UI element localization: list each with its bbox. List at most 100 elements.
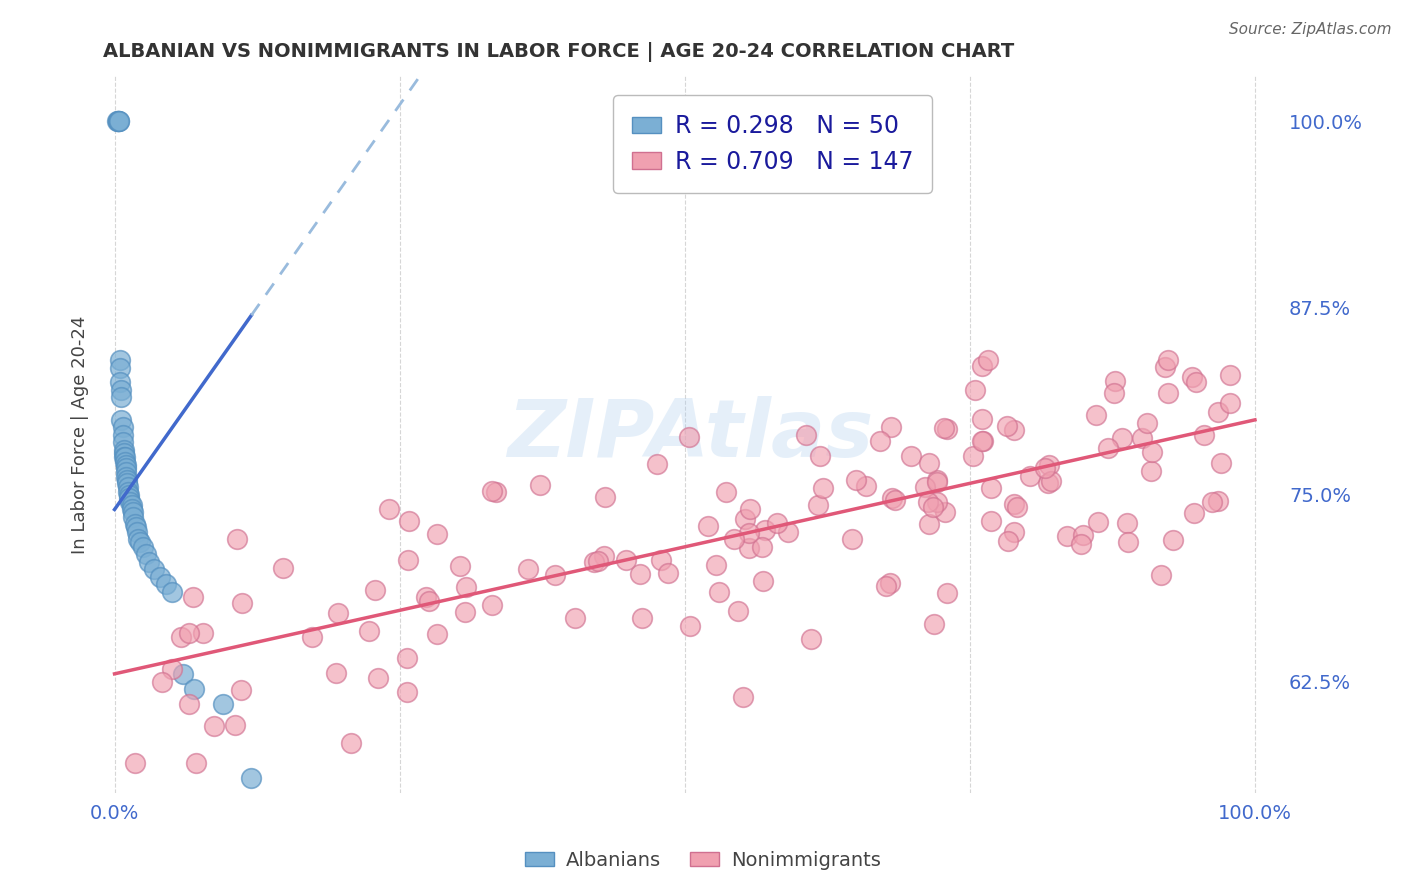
Point <box>396 553 419 567</box>
Point <box>922 500 945 514</box>
Point <box>811 481 834 495</box>
Point <box>121 510 143 524</box>
Point <box>900 450 922 464</box>
Point <box>112 446 135 460</box>
Point <box>105 114 128 128</box>
Point <box>800 632 823 646</box>
Point <box>202 719 225 733</box>
Point <box>1154 360 1177 375</box>
Point <box>115 473 138 487</box>
Point <box>697 518 720 533</box>
Point <box>426 527 449 541</box>
Point <box>751 540 773 554</box>
Point <box>1116 516 1139 530</box>
Point <box>124 756 146 771</box>
Point <box>1219 368 1241 382</box>
Text: ZIPAtlas: ZIPAtlas <box>508 396 873 474</box>
Point <box>426 626 449 640</box>
Point <box>704 558 727 572</box>
Point <box>415 590 437 604</box>
Point <box>224 717 246 731</box>
Point <box>183 681 205 696</box>
Point <box>226 533 249 547</box>
Legend: Albanians, Nonimmigrants: Albanians, Nonimmigrants <box>517 843 889 878</box>
Point <box>914 480 936 494</box>
Point <box>1070 536 1092 550</box>
Point <box>418 594 440 608</box>
Point <box>932 421 955 435</box>
Text: Source: ZipAtlas.com: Source: ZipAtlas.com <box>1229 22 1392 37</box>
Point <box>1184 375 1206 389</box>
Point <box>766 516 789 530</box>
Point <box>1181 370 1204 384</box>
Point <box>108 114 131 128</box>
Point <box>731 690 754 704</box>
Point <box>564 610 586 624</box>
Point <box>738 502 761 516</box>
Point <box>128 535 150 549</box>
Point <box>240 772 263 786</box>
Point <box>934 505 956 519</box>
Point <box>170 631 193 645</box>
Point <box>110 383 132 397</box>
Point <box>132 540 155 554</box>
Point <box>396 650 419 665</box>
Point <box>657 566 679 580</box>
Point <box>1192 427 1215 442</box>
Point <box>1182 506 1205 520</box>
Point <box>544 567 567 582</box>
Point <box>972 434 994 448</box>
Point <box>925 494 948 508</box>
Point <box>1211 456 1233 470</box>
Point <box>778 525 800 540</box>
Point <box>117 480 139 494</box>
Point <box>723 533 745 547</box>
Point <box>110 413 132 427</box>
Point <box>970 434 993 448</box>
Point <box>367 671 389 685</box>
Point <box>1219 396 1241 410</box>
Point <box>107 114 129 128</box>
Point <box>121 506 143 520</box>
Point <box>918 456 941 470</box>
Point <box>481 483 503 498</box>
Point <box>117 484 139 499</box>
Point <box>1161 533 1184 547</box>
Point <box>449 559 471 574</box>
Point <box>150 675 173 690</box>
Point <box>738 526 761 541</box>
Point <box>114 450 136 465</box>
Point <box>339 736 361 750</box>
Point <box>628 566 651 581</box>
Point <box>110 360 132 375</box>
Point <box>1156 385 1178 400</box>
Point <box>972 359 994 373</box>
Point <box>1038 458 1060 472</box>
Point <box>184 756 207 771</box>
Point <box>1140 445 1163 459</box>
Point <box>121 502 143 516</box>
Point <box>880 419 903 434</box>
Point <box>112 450 135 465</box>
Point <box>980 514 1002 528</box>
Point <box>177 698 200 712</box>
Point <box>650 553 672 567</box>
Point <box>127 524 149 539</box>
Point <box>395 684 418 698</box>
Point <box>808 449 831 463</box>
Point <box>108 114 131 128</box>
Point <box>1071 528 1094 542</box>
Point <box>614 553 637 567</box>
Point <box>970 412 993 426</box>
Point <box>1087 515 1109 529</box>
Point <box>1002 423 1025 437</box>
Point <box>118 491 141 505</box>
Point <box>110 376 132 390</box>
Point <box>1039 474 1062 488</box>
Point <box>714 484 737 499</box>
Point <box>121 498 143 512</box>
Y-axis label: In Labor Force | Age 20-24: In Labor Force | Age 20-24 <box>72 316 89 554</box>
Point <box>1206 405 1229 419</box>
Point <box>879 576 901 591</box>
Point <box>1104 374 1126 388</box>
